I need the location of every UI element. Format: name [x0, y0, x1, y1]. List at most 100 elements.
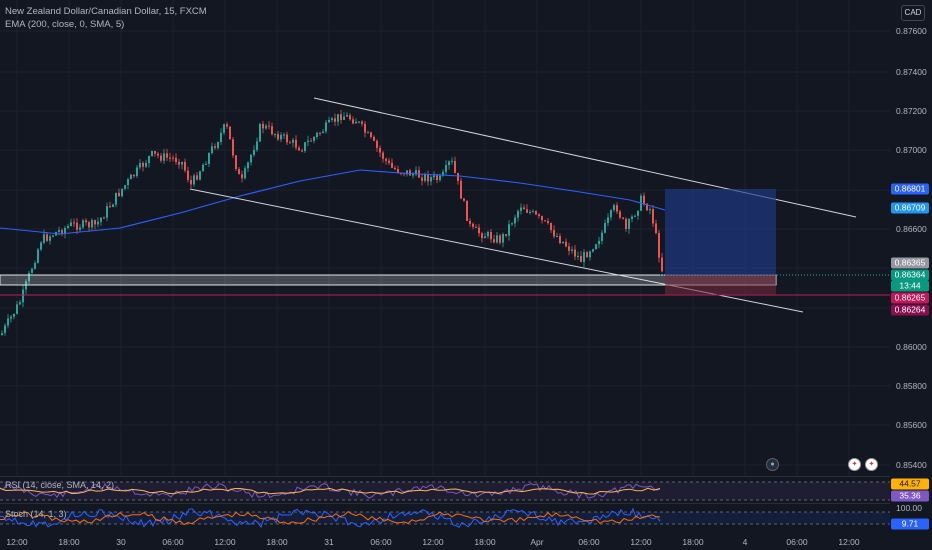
candle-body	[643, 195, 645, 204]
candle-body	[286, 134, 288, 143]
time-label: 12:00	[214, 537, 236, 547]
candle-body	[76, 222, 78, 230]
candle-body	[634, 215, 636, 217]
currency-selector[interactable]: CAD	[901, 5, 925, 21]
ema-legend[interactable]: EMA (200, close, 0, SMA, 5)	[5, 19, 125, 30]
candle-body	[574, 249, 576, 257]
candle-body	[442, 171, 444, 176]
candle-body	[202, 164, 204, 172]
price-tick: 0.85400	[896, 460, 927, 470]
symbol-legend[interactable]: New Zealand Dollar/Canadian Dollar, 15, …	[5, 6, 207, 17]
candle-body	[598, 240, 600, 245]
candle-body	[352, 119, 354, 124]
candle-body	[58, 230, 60, 233]
rsi-ma-line	[0, 487, 661, 495]
time-label: 06:00	[162, 537, 184, 547]
flag-ca-event-icon[interactable]: ✦	[848, 458, 861, 471]
candle-body	[289, 142, 291, 144]
candle-body	[520, 207, 522, 211]
rsi-legend[interactable]: RSI (14, close, SMA, 14, 2)	[5, 480, 115, 490]
candle-body	[223, 124, 225, 133]
stoch-legend[interactable]: Stoch (14, 1, 3)	[5, 509, 67, 519]
candle-body	[295, 139, 297, 148]
candle-body	[649, 209, 651, 211]
candle-body	[244, 168, 246, 179]
price-chart[interactable]	[0, 0, 890, 476]
price-tick: 0.85800	[896, 381, 927, 391]
candle-body	[496, 235, 498, 243]
candle-body	[64, 227, 66, 235]
candle-body	[265, 125, 267, 129]
candle-body	[166, 153, 168, 158]
candle-body	[484, 236, 486, 239]
candle-body	[478, 227, 480, 234]
candle-body	[541, 216, 543, 221]
candle-body	[229, 126, 231, 140]
candle-body	[646, 203, 648, 211]
rsi-ma-value-tag: 44.57	[891, 478, 929, 490]
candle-body	[445, 165, 447, 172]
candle-body	[271, 126, 273, 135]
take-profit-zone	[665, 189, 776, 275]
candle-body	[7, 318, 9, 326]
candle-body	[430, 177, 432, 182]
candle-body	[538, 214, 540, 217]
candle-body	[277, 133, 279, 140]
candle-body	[298, 147, 300, 151]
last-price-tag: 0.86364	[891, 269, 929, 281]
candle-body	[373, 137, 375, 141]
flag-nz-event-icon[interactable]: ●	[766, 458, 779, 471]
candlestick-series	[1, 109, 663, 336]
candle-body	[565, 241, 567, 247]
candle-body	[307, 140, 309, 143]
indicator-panes[interactable]	[0, 476, 890, 530]
candle-body	[157, 153, 159, 156]
candle-body	[250, 154, 252, 163]
candle-body	[361, 121, 363, 124]
candle-body	[535, 211, 537, 215]
candle-body	[631, 216, 633, 220]
candle-body	[451, 160, 453, 162]
candle-body	[550, 222, 552, 231]
candle-body	[652, 209, 654, 224]
candle-body	[106, 206, 108, 218]
candle-body	[595, 244, 597, 250]
stoch-value-tag: 9.71	[891, 518, 929, 530]
candle-body	[454, 160, 456, 173]
candle-body	[28, 272, 30, 282]
candle-body	[661, 257, 663, 272]
price-tick: 0.87000	[896, 145, 927, 155]
candle-body	[433, 175, 435, 178]
candle-body	[601, 232, 603, 241]
candle-body	[448, 161, 450, 166]
candle-body	[319, 132, 321, 134]
candle-body	[16, 304, 18, 314]
candle-body	[70, 222, 72, 227]
flag-ca-event-icon[interactable]: ✦	[865, 458, 878, 471]
candle-body	[457, 172, 459, 181]
candle-body	[199, 171, 201, 180]
candle-body	[328, 119, 330, 123]
candle-body	[103, 217, 105, 219]
stoch-d-line	[0, 510, 661, 526]
candle-body	[82, 220, 84, 228]
candle-body	[388, 160, 390, 163]
candle-body	[346, 115, 348, 117]
candle-body	[211, 146, 213, 154]
candle-body	[364, 123, 366, 133]
candle-body	[604, 222, 606, 233]
ema-price-tag: 0.86709	[891, 202, 929, 214]
candle-body	[472, 223, 474, 227]
time-label: 31	[324, 537, 334, 547]
candle-body	[616, 205, 618, 212]
time-label: 18:00	[58, 537, 80, 547]
chart-grid	[0, 0, 890, 476]
candle-body	[73, 222, 75, 224]
candle-body	[322, 131, 324, 134]
candle-body	[622, 217, 624, 219]
candle-body	[523, 207, 525, 210]
candle-body	[511, 223, 513, 225]
candle-body	[100, 217, 102, 222]
candle-body	[313, 136, 315, 141]
candle-body	[175, 157, 177, 163]
